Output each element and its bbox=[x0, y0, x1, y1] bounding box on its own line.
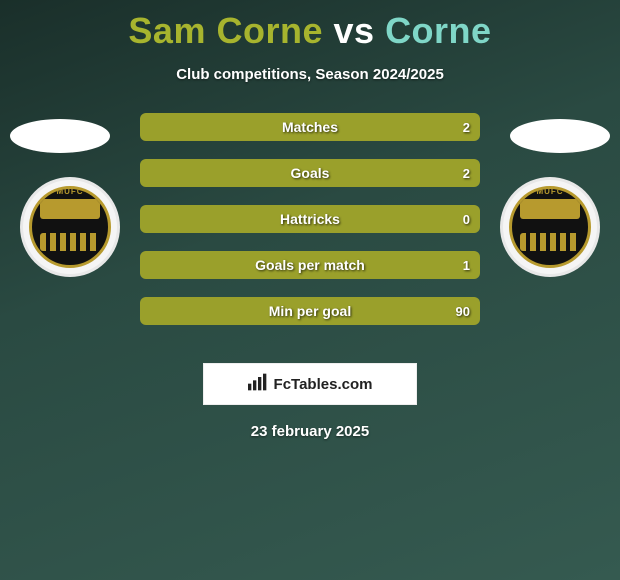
stat-row: Min per goal90 bbox=[140, 297, 480, 325]
stat-row: Goals per match1 bbox=[140, 251, 480, 279]
crest-right: MUFC bbox=[509, 186, 591, 268]
stat-value: 90 bbox=[456, 304, 470, 319]
crest-right-text: MUFC bbox=[512, 187, 588, 196]
watermark: FcTables.com bbox=[203, 363, 417, 405]
stat-label: Min per goal bbox=[140, 303, 480, 319]
footer-date: 23 february 2025 bbox=[0, 423, 620, 440]
stat-value: 0 bbox=[463, 212, 470, 227]
stat-value: 1 bbox=[463, 258, 470, 273]
stat-value: 2 bbox=[463, 166, 470, 181]
bar-chart-icon bbox=[248, 373, 268, 395]
player2-name: Corne bbox=[385, 10, 492, 51]
shadow-ellipse-left bbox=[10, 119, 110, 153]
vs-text: vs bbox=[334, 10, 375, 51]
stat-row: Matches2 bbox=[140, 113, 480, 141]
page-title: Sam Corne vs Corne bbox=[0, 0, 620, 52]
stat-label: Matches bbox=[140, 119, 480, 135]
stat-row: Goals2 bbox=[140, 159, 480, 187]
watermark-text: FcTables.com bbox=[274, 376, 373, 393]
stat-row: Hattricks0 bbox=[140, 205, 480, 233]
shadow-ellipse-right bbox=[510, 119, 610, 153]
club-badge-left: MUFC bbox=[20, 177, 120, 277]
stats-bars: Matches2Goals2Hattricks0Goals per match1… bbox=[140, 113, 480, 343]
comparison-stage: MUFC MUFC Matches2Goals2Hattricks0Goals … bbox=[0, 113, 620, 343]
stat-label: Hattricks bbox=[140, 211, 480, 227]
crest-left: MUFC bbox=[29, 186, 111, 268]
club-badge-right: MUFC bbox=[500, 177, 600, 277]
stat-value: 2 bbox=[463, 120, 470, 135]
subtitle: Club competitions, Season 2024/2025 bbox=[0, 66, 620, 83]
stat-label: Goals bbox=[140, 165, 480, 181]
crest-left-text: MUFC bbox=[32, 187, 108, 196]
player1-name: Sam Corne bbox=[128, 10, 323, 51]
stat-label: Goals per match bbox=[140, 257, 480, 273]
